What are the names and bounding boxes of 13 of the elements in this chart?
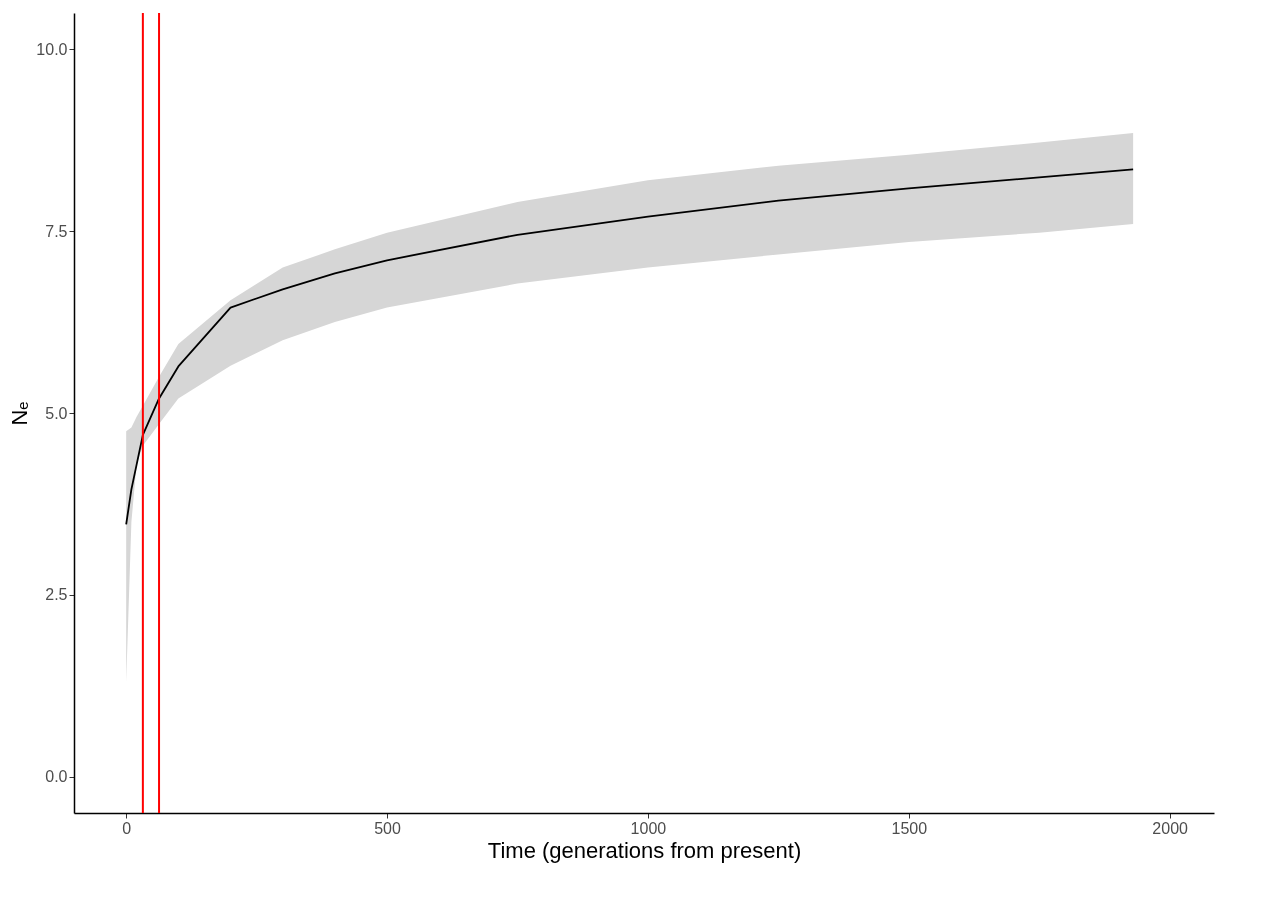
y-tick-label: 2.5	[45, 586, 68, 604]
y-tick-label: 7.5	[45, 222, 68, 240]
x-tick-label: 0	[122, 819, 132, 837]
x-tick-label: 2000	[1152, 819, 1189, 837]
y-axis-title: Nₑ	[7, 401, 33, 426]
y-tick-label: 10.0	[36, 40, 68, 58]
y-tick-label: 0.0	[45, 768, 68, 786]
x-tick-label: 500	[374, 819, 401, 837]
line-series	[125, 168, 1135, 526]
x-tick-label: 1500	[891, 819, 928, 837]
x-axis-title: Time (generations from present)	[487, 837, 802, 863]
x-tick-label: 1000	[630, 819, 667, 837]
y-tick-label: 5.0	[45, 404, 68, 422]
